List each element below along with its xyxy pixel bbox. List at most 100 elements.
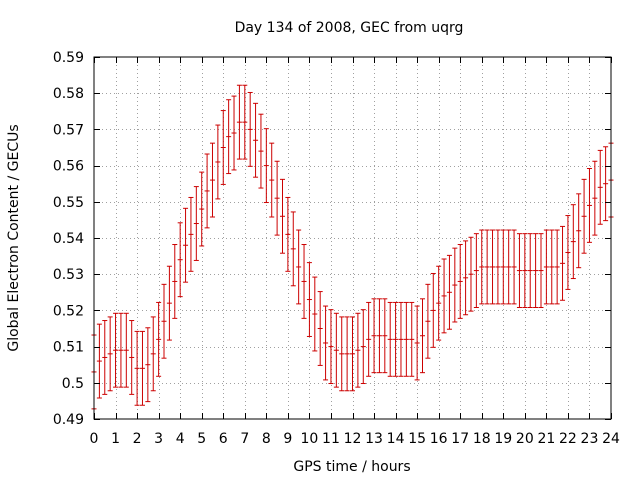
error-bar <box>522 233 528 309</box>
y-tick-label: 0.52 <box>53 303 84 319</box>
error-bar <box>236 84 242 160</box>
error-bar <box>102 320 108 395</box>
error-bar <box>484 229 490 305</box>
error-bar <box>533 233 539 309</box>
error-bar <box>360 309 366 385</box>
error-bar <box>554 229 560 305</box>
error-bar <box>306 262 312 337</box>
error-bar <box>150 316 156 392</box>
error-bar <box>468 236 474 312</box>
x-tick-label: 11 <box>322 431 340 447</box>
x-tick-label: 19 <box>494 431 512 447</box>
error-bar <box>296 229 302 305</box>
error-bar <box>425 283 431 359</box>
y-tick-label: 0.57 <box>53 122 84 138</box>
error-bar <box>457 244 463 319</box>
error-bar <box>118 312 124 388</box>
x-tick-label: 15 <box>408 431 426 447</box>
y-tick-label: 0.56 <box>53 159 84 175</box>
error-bar <box>215 124 221 200</box>
error-bar <box>323 305 329 381</box>
error-bar <box>592 160 598 236</box>
error-bar <box>96 323 102 399</box>
error-bar <box>436 265 442 341</box>
chart-title: Day 134 of 2008, GEC from uqrg <box>235 20 464 36</box>
error-bar <box>350 316 355 392</box>
error-bar <box>129 320 135 395</box>
x-tick-label: 9 <box>283 431 292 447</box>
error-bar <box>495 229 501 305</box>
error-bar <box>242 84 248 160</box>
error-bar <box>156 301 162 377</box>
x-axis-label: GPS time / hours <box>293 459 410 475</box>
error-bar <box>500 229 506 305</box>
y-axis-label: Global Electron Content / GECUs <box>6 124 22 351</box>
error-bar <box>490 229 496 305</box>
x-tick-label: 17 <box>451 431 469 447</box>
error-bar <box>387 301 393 377</box>
y-tick-label: 0.58 <box>53 86 84 102</box>
y-tick-label: 0.49 <box>53 412 84 428</box>
error-bar <box>409 301 415 377</box>
error-bar <box>199 171 205 247</box>
error-bar <box>226 99 232 175</box>
error-bar <box>317 291 323 366</box>
x-tick-label: 14 <box>387 431 405 447</box>
y-tick-label: 0.53 <box>53 267 84 283</box>
ticks <box>94 57 612 420</box>
x-tick-labels: 0 1 2 3 4 5 6 7 8 9 10 11 12 13 14 15 16 17 18 19 20 21 22 23 24 <box>90 431 620 447</box>
error-bar <box>204 153 210 229</box>
y-tick-label: 0.54 <box>53 231 84 247</box>
error-bar <box>452 247 458 323</box>
error-bar <box>274 160 280 236</box>
x-tick-label: 3 <box>154 431 163 447</box>
x-tick-label: 22 <box>559 431 577 447</box>
x-tick-label: 12 <box>344 431 362 447</box>
error-bar <box>420 298 426 374</box>
error-bar <box>301 244 307 319</box>
error-bar <box>560 225 566 301</box>
error-bar <box>479 229 485 305</box>
error-bar <box>570 204 576 280</box>
error-bar <box>172 244 178 319</box>
error-bar <box>516 233 522 309</box>
error-bar <box>371 298 377 374</box>
x-tick-label: 13 <box>365 431 383 447</box>
error-bar <box>527 233 533 309</box>
x-tick-label: 10 <box>301 431 319 447</box>
error-bar <box>113 312 119 388</box>
x-tick-label: 6 <box>219 431 228 447</box>
error-bar <box>285 196 291 272</box>
error-bar <box>269 142 275 218</box>
error-bar <box>123 312 129 388</box>
error-bar <box>328 309 334 385</box>
error-bar <box>263 128 269 204</box>
error-bar <box>193 186 199 261</box>
error-bar <box>134 330 140 406</box>
error-bar <box>161 283 167 359</box>
x-tick-label: 20 <box>516 431 534 447</box>
error-bar <box>145 327 151 403</box>
y-tick-label: 0.59 <box>53 50 84 66</box>
error-bar <box>183 207 189 283</box>
error-bar <box>538 233 544 309</box>
error-bar <box>403 301 409 377</box>
error-bar <box>441 258 447 334</box>
error-bar <box>398 301 404 377</box>
x-tick-label: 0 <box>90 431 99 447</box>
y-tick-label: 0.55 <box>53 195 84 211</box>
error-bar <box>279 178 285 254</box>
x-tick-label: 7 <box>240 431 249 447</box>
error-bar <box>247 91 253 167</box>
error-bar <box>220 110 226 185</box>
series-gec <box>91 84 614 410</box>
x-tick-label: 23 <box>581 431 599 447</box>
y-tick-label: 0.51 <box>53 340 84 356</box>
error-bar <box>290 211 296 287</box>
error-bar <box>312 276 318 352</box>
x-tick-label: 24 <box>602 431 620 447</box>
error-bar <box>333 312 339 388</box>
error-bar <box>446 254 452 330</box>
